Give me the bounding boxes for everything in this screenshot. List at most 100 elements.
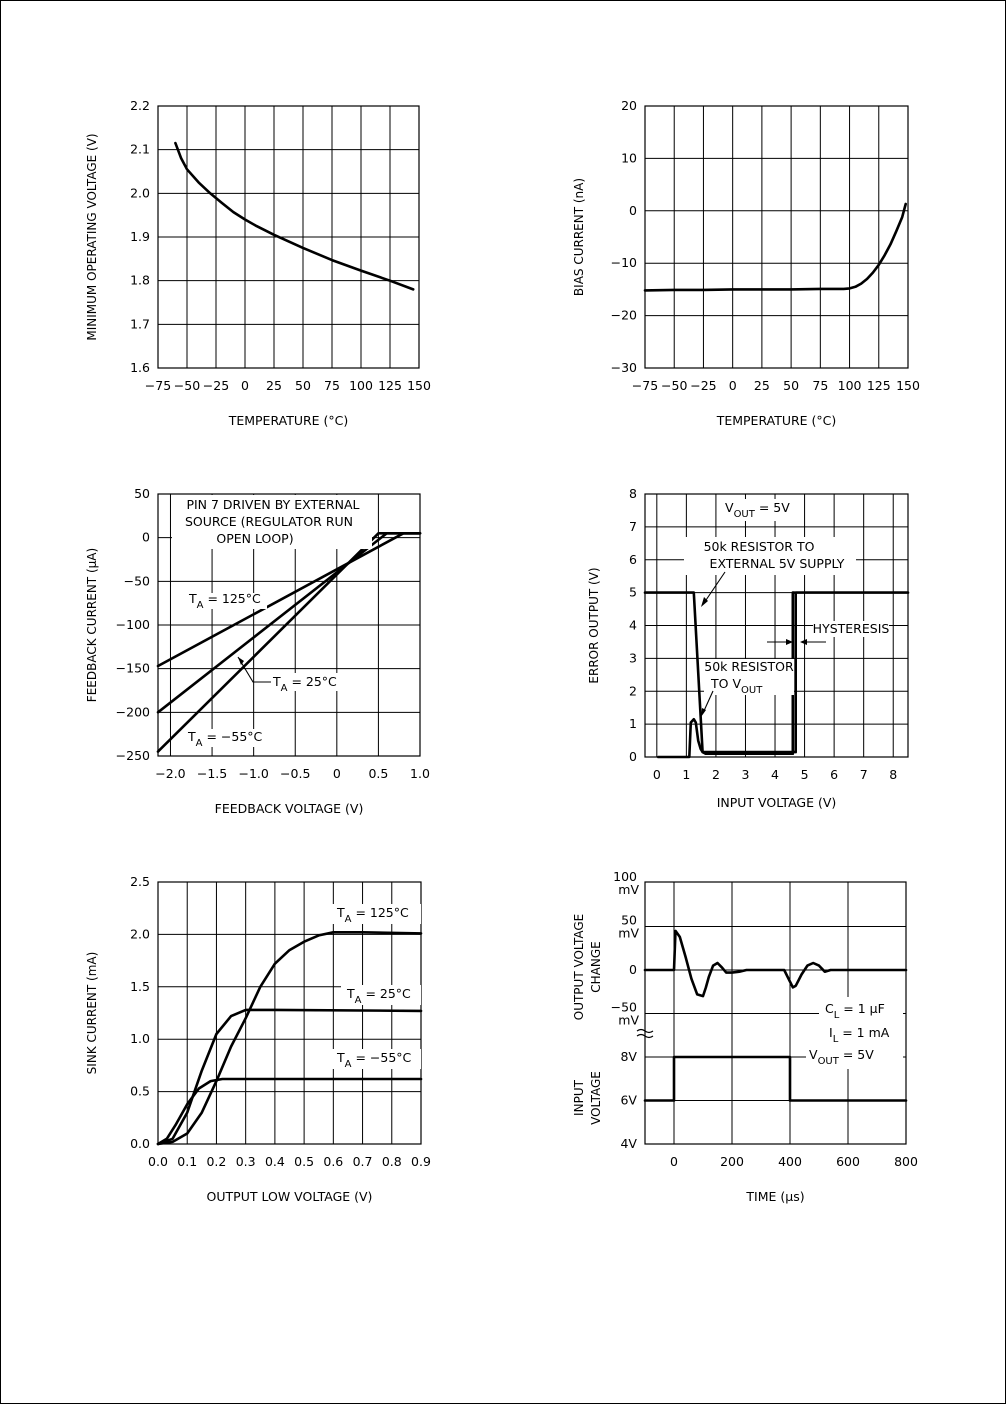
annotation-box-bg <box>172 495 372 549</box>
x-axis-label: FEEDBACK VOLTAGE (V) <box>215 801 364 816</box>
x-tick-label: 0 <box>333 766 341 781</box>
series-line-3 <box>156 532 422 753</box>
x-tick-label: −1.0 <box>238 766 268 781</box>
label-25c-rest: = 25°C <box>287 674 337 689</box>
y-tick-label: 1.5 <box>130 979 150 994</box>
y-tick-label: 3 <box>629 650 637 665</box>
y-tick-label: 1.7 <box>130 316 150 331</box>
y-axis-label-top: CHANGE <box>589 941 603 992</box>
series-line-1 <box>643 202 907 292</box>
x-tick-label: −50 <box>661 378 687 393</box>
plot-frame <box>644 493 909 758</box>
chart-c1: −75 −50 −25 0 25 50 75 100 125 150 1.6 1.7 1.8 1.9 2.0… <box>85 98 431 428</box>
x-tick-label: 25 <box>266 378 282 393</box>
label-hysteresis: HYSTERESIS <box>813 621 890 636</box>
y-axis-label: SINK CURRENT (mA) <box>85 952 99 1075</box>
series-output-change <box>643 929 908 998</box>
x-axis-label: TEMPERATURE (°C) <box>716 413 837 428</box>
annotation-50k-ext-line: EXTERNAL 5V SUPPLY <box>710 556 845 571</box>
x-tick-label: −2.0 <box>155 766 185 781</box>
x-tick-label: 75 <box>324 378 340 393</box>
y-tick-label: 6V <box>620 1093 637 1108</box>
x-tick-label: 0.5 <box>368 766 388 781</box>
y-tick-label: 2.0 <box>130 185 150 200</box>
label-vout-5v-sub: OUT <box>734 509 756 520</box>
label-vout-main: V <box>809 1047 818 1062</box>
x-axis-label: TIME (μs) <box>745 1189 804 1204</box>
y-tick-label: 2.5 <box>130 874 150 889</box>
label-25c: TA = 25°C <box>346 986 411 1006</box>
label-bg <box>185 729 271 747</box>
y-tick-label: 6 <box>629 552 637 567</box>
x-tick-label: 0.5 <box>294 1154 314 1169</box>
y-tick-label: 10 <box>621 150 637 165</box>
x-tick-label: 400 <box>778 1154 802 1169</box>
x-tick-label: 0.3 <box>236 1154 256 1169</box>
label-125c-rest: = 125°C <box>203 591 261 606</box>
arrowhead <box>786 639 793 645</box>
label-bg <box>331 1049 421 1069</box>
y-tick-label: 1.8 <box>130 273 150 288</box>
x-tick-label: 5 <box>801 767 809 782</box>
y-axis-label-top: OUTPUT VOLTAGE <box>572 914 586 1020</box>
label-m55c-sub: A <box>196 738 203 749</box>
label-cl-sub: L <box>834 1010 840 1021</box>
arrow-25c <box>238 657 244 665</box>
arrow-50k-vout <box>701 708 706 717</box>
x-tick-label: 100 <box>838 378 862 393</box>
x-tick-label: 0.9 <box>411 1154 431 1169</box>
label-m55c-sub: A <box>345 1059 352 1070</box>
y-tick-label: 4V <box>620 1136 637 1151</box>
x-tick-label: 100 <box>349 378 373 393</box>
y-tick-label: −250 <box>116 748 150 763</box>
chart-c5: 0.0 0.1 0.2 0.3 0.4 0.5 0.6 0.7 0.8 0.9 0.0 0.5 1.0 1… <box>85 874 431 1204</box>
x-tick-label: −75 <box>632 378 658 393</box>
x-tick-label: 0.1 <box>177 1154 197 1169</box>
x-tick-label: 0.7 <box>353 1154 373 1169</box>
chart-c3: −2.0 −1.5 −1.0 −0.5 0 0.5 1.0 −250 −200 −150 −100 −… <box>85 486 430 816</box>
x-tick-label: 0.8 <box>382 1154 402 1169</box>
label-to-vout: TO VOUT <box>710 676 763 696</box>
x-tick-label: 125 <box>378 378 402 393</box>
label-bg <box>331 904 421 924</box>
y-tick-label: 20 <box>621 98 637 113</box>
arrowhead <box>800 639 807 645</box>
label-bg <box>684 537 856 575</box>
label-25c-main: T <box>272 674 281 689</box>
label-cl-rest: = 1 μF <box>839 1001 885 1016</box>
annotation-pin7-line: SOURCE (REGULATOR RUN <box>185 514 353 529</box>
label-bg <box>719 499 803 521</box>
chart-c4: 0 1 2 3 4 5 6 7 8 0 1 2 3 4 5 6 7 8 INPUT VOLTAGE (V) ERROR… <box>587 486 910 810</box>
x-tick-label: −75 <box>145 378 171 393</box>
x-tick-label: 2 <box>712 767 720 782</box>
label-vout-sub: OUT <box>818 1056 840 1067</box>
label-125c: TA = 125°C <box>188 591 261 611</box>
x-tick-label: 6 <box>830 767 838 782</box>
y-tick-label: 5 <box>629 585 637 600</box>
y-tick-label: −20 <box>611 308 637 323</box>
y-tick-label: 50 <box>134 486 150 501</box>
label-125c: TA = 125°C <box>336 905 409 925</box>
label-bg <box>813 621 889 637</box>
x-tick-label: −50 <box>174 378 200 393</box>
x-tick-label: 50 <box>783 378 799 393</box>
y-tick-label: 8 <box>629 486 637 501</box>
x-tick-label: −25 <box>690 378 716 393</box>
label-to-vout-sub: OUT <box>741 685 763 696</box>
y-tick-label: −50 <box>611 1000 637 1015</box>
x-axis-label: OUTPUT LOW VOLTAGE (V) <box>207 1189 373 1204</box>
label-il-sub: L <box>833 1034 839 1045</box>
label-25c-sub: A <box>355 995 362 1006</box>
x-tick-label: 0 <box>241 378 249 393</box>
y-tick-label: 8V <box>620 1049 637 1064</box>
x-tick-label: 50 <box>295 378 311 393</box>
series-line-1 <box>174 141 415 291</box>
label-il: IL = 1 mA <box>829 1025 890 1045</box>
leader-50k-vout <box>702 690 714 714</box>
y-tick-label: 0 <box>629 203 637 218</box>
y-axis-label: FEEDBACK CURRENT (μA) <box>85 548 99 702</box>
annotation-pin7-line: PIN 7 DRIVEN BY EXTERNAL <box>186 497 359 512</box>
